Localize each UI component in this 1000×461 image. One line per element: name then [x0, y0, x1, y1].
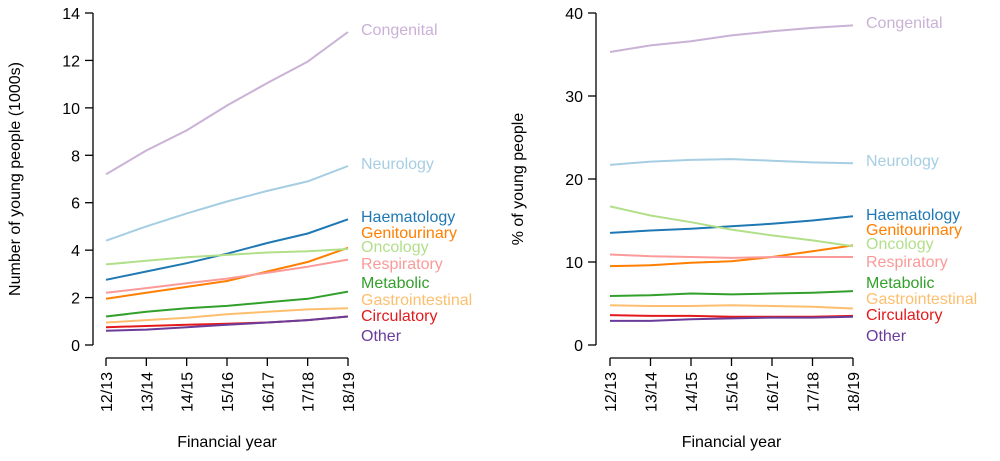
series-label-gastrointestinal: Gastrointestinal: [361, 292, 472, 309]
y-tick-label: 8: [71, 148, 80, 165]
x-tick-label: 13/14: [139, 372, 156, 412]
series-label-haematology: Haematology: [866, 207, 960, 224]
series-line-genitourinary: [105, 246, 349, 300]
series-label-congenital: Congenital: [361, 22, 438, 39]
x-tick-label: 14/15: [684, 372, 701, 412]
series-line-respiratory: [105, 258, 349, 294]
series-label-genitourinary: Genitourinary: [866, 222, 962, 239]
series-label-neurology: Neurology: [361, 156, 434, 173]
y-tick-label: 20: [565, 172, 583, 189]
series-line-congenital: [105, 31, 349, 176]
x-tick-label: 18/19: [846, 372, 863, 412]
y-tick-label: 0: [574, 338, 583, 355]
series-label-other: Other: [866, 328, 907, 345]
series-line-metabolic: [609, 290, 854, 297]
x-tick-label: 15/16: [220, 372, 237, 412]
series-label-respiratory: Respiratory: [361, 256, 443, 273]
y-tick-label: 10: [62, 101, 80, 118]
x-tick-label: 17/18: [301, 372, 318, 412]
series-line-congenital: [609, 24, 854, 53]
series-label-gastrointestinal: Gastrointestinal: [866, 291, 977, 308]
series-line-respiratory: [609, 253, 853, 259]
y-tick-label: 12: [62, 53, 80, 70]
series-label-circulatory: Circulatory: [361, 308, 437, 325]
y-axis-title: Number of young people (1000s): [7, 62, 24, 296]
y-tick-label: 30: [565, 89, 583, 106]
series-label-circulatory: Circulatory: [866, 307, 942, 324]
y-tick-label: 0: [71, 338, 80, 355]
y-tick-label: 10: [565, 255, 583, 272]
series-line-gastrointestinal: [105, 307, 349, 324]
y-axis-title: % of young people: [510, 113, 527, 246]
left-chart-number-of-young-people: 0 2 4 6 8 10 12 14 12/13 13/14 14/15 15/16 16/17 17/1…: [7, 6, 472, 451]
x-axis-title: Financial year: [177, 434, 277, 451]
series-label-congenital: Congenital: [866, 15, 943, 32]
series-label-oncology: Oncology: [866, 236, 934, 253]
series-label-other: Other: [361, 328, 402, 345]
series-line-neurology: [105, 165, 349, 242]
series-label-respiratory: Respiratory: [866, 254, 948, 271]
series-line-haematology: [609, 215, 854, 234]
x-tick-label: 16/17: [765, 372, 782, 412]
series-line-gastrointestinal: [609, 304, 854, 310]
series-line-metabolic: [105, 290, 349, 318]
x-tick-label: 17/18: [806, 372, 823, 412]
y-tick-label: 4: [71, 243, 80, 260]
series-label-oncology: Oncology: [361, 239, 429, 256]
series-line-other: [105, 315, 349, 332]
series-line-genitourinary: [609, 244, 854, 268]
series-line-oncology: [609, 205, 854, 248]
series-label-genitourinary: Genitourinary: [361, 225, 457, 242]
series-label-haematology: Haematology: [361, 209, 455, 226]
series-line-neurology: [609, 158, 854, 166]
x-tick-label: 14/15: [180, 372, 197, 412]
x-tick-label: 18/19: [341, 372, 358, 412]
series-label-metabolic: Metabolic: [866, 275, 934, 292]
series-line-haematology: [105, 218, 349, 281]
y-tick-label: 6: [71, 196, 80, 213]
right-chart-percent-of-young-people: 0 10 20 30 40 12/13 13/14 14/15 15/16 16/17 17/18 1…: [510, 6, 977, 451]
series-line-other: [610, 315, 854, 322]
x-tick-label: 15/16: [725, 372, 742, 412]
y-tick-label: 40: [565, 6, 583, 23]
y-tick-label: 2: [71, 291, 80, 308]
y-tick-label: 14: [62, 6, 80, 23]
x-tick-label: 16/17: [260, 372, 277, 412]
x-axis-title: Financial year: [682, 434, 782, 451]
x-tick-label: 12/13: [603, 372, 620, 412]
x-tick-label: 12/13: [99, 372, 116, 412]
x-tick-label: 13/14: [644, 372, 661, 412]
series-line-oncology: [105, 248, 349, 266]
series-label-neurology: Neurology: [866, 153, 939, 170]
series-label-metabolic: Metabolic: [361, 275, 429, 292]
